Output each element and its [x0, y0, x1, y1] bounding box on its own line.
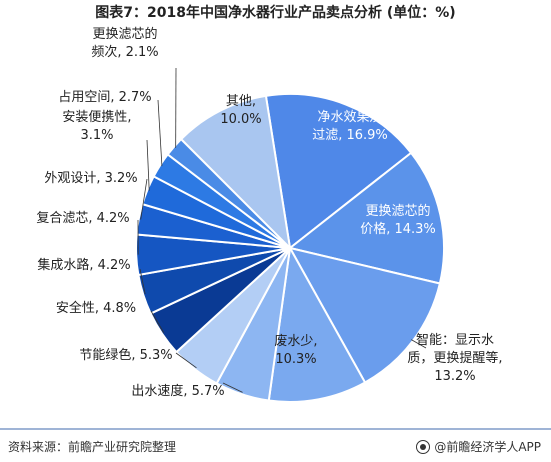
slice-label: 节能绿色, 5.3%: [79, 347, 172, 363]
slice-label: 智能：显示水质，更换提醒等, 13.2%: [407, 333, 502, 384]
slice-label-line: 更换滤芯的: [365, 203, 430, 219]
slice-label-line: 出水速度, 5.7%: [131, 383, 224, 399]
pie-slice: [179, 94, 292, 251]
slice-label-line: 更换滤芯的: [92, 26, 157, 42]
slice-label-line: 占用空间, 2.7%: [58, 90, 151, 105]
slice-label: 废水少, 10.3%: [274, 333, 317, 367]
leader-line: [222, 382, 243, 393]
slice-label-line: 智能：显示水: [416, 333, 494, 348]
brand: @前瞻经济学人APP: [416, 438, 541, 455]
slice-label-line: 价格, 14.3%: [360, 221, 436, 237]
slice-label-line: 集成水路, 4.2%: [37, 257, 130, 273]
leader-line: [175, 352, 197, 369]
leader-line: [411, 339, 427, 349]
slice-label: 更换滤芯的频次, 2.1%: [91, 26, 158, 60]
slice-labels: 净水效果及过滤, 16.9% 更换滤芯的价格, 14.3% 智能：显示水质，更换提醒…: [36, 26, 502, 399]
leader-line: [146, 139, 150, 191]
chart-title: 图表7：2018年中国净水器行业产品卖点分析 (单位：%): [95, 5, 456, 21]
slice-label-line: 安全性, 4.8%: [56, 300, 136, 316]
slice-label-line: 过滤, 16.9%: [312, 128, 388, 143]
leader-line: [139, 268, 146, 295]
slice-label: 安装便携性, 3.1%: [62, 109, 131, 143]
slice-label-line: 质，更换提醒等,: [407, 350, 502, 366]
slice-label-line: 频次, 2.1%: [91, 44, 158, 60]
brand-text: @前瞻经济学人APP: [434, 440, 541, 454]
slice-label: 其他, 10.0%: [220, 94, 261, 127]
slice-label: 出水速度, 5.7%: [131, 383, 224, 399]
pie-chart: 净水效果及过滤, 16.9% 更换滤芯的价格, 14.3% 智能：显示水质，更换提醒…: [36, 26, 503, 403]
slice-label: 净水效果及过滤, 16.9%: [312, 110, 388, 143]
leader-line: [140, 178, 148, 220]
leader-line: [150, 310, 165, 333]
footer: 资料来源：前瞻产业研究院整理 @前瞻经济学人APP: [0, 428, 551, 462]
pie-slice: [287, 151, 445, 285]
brand-logo-icon: [416, 439, 431, 454]
slice-label-line: 10.3%: [275, 352, 316, 367]
slice-label: 外观设计, 3.2%: [44, 171, 137, 186]
slice-label-line: 13.2%: [434, 369, 475, 384]
slice-label: 集成水路, 4.2%: [37, 257, 130, 273]
slice-label: 更换滤芯的价格, 14.3%: [360, 203, 436, 237]
slice-label-line: 3.1%: [80, 128, 113, 143]
slice-label-line: 节能绿色, 5.3%: [79, 347, 172, 363]
slice-label-line: 安装便携性,: [62, 109, 131, 125]
slice-label: 安全性, 4.8%: [56, 300, 136, 316]
leader-line: [157, 99, 163, 167]
slice-label-line: 废水少,: [274, 333, 317, 349]
pie-slice: [267, 244, 367, 403]
slice-label-line: 其他,: [226, 94, 256, 109]
slice-label-line: 外观设计, 3.2%: [44, 171, 137, 186]
slice-label: 复合滤芯, 4.2%: [36, 211, 129, 226]
slice-label: 占用空间, 2.7%: [58, 90, 151, 105]
slice-label-line: 净水效果及: [317, 110, 382, 125]
pie-slices: [135, 93, 445, 403]
slice-label-line: 复合滤芯, 4.2%: [36, 211, 129, 226]
leader-lines: [137, 67, 427, 393]
pie-slice: [264, 93, 413, 250]
source-note: 资料来源：前瞻产业研究院整理: [8, 440, 177, 454]
slice-label-line: 10.0%: [220, 112, 261, 127]
